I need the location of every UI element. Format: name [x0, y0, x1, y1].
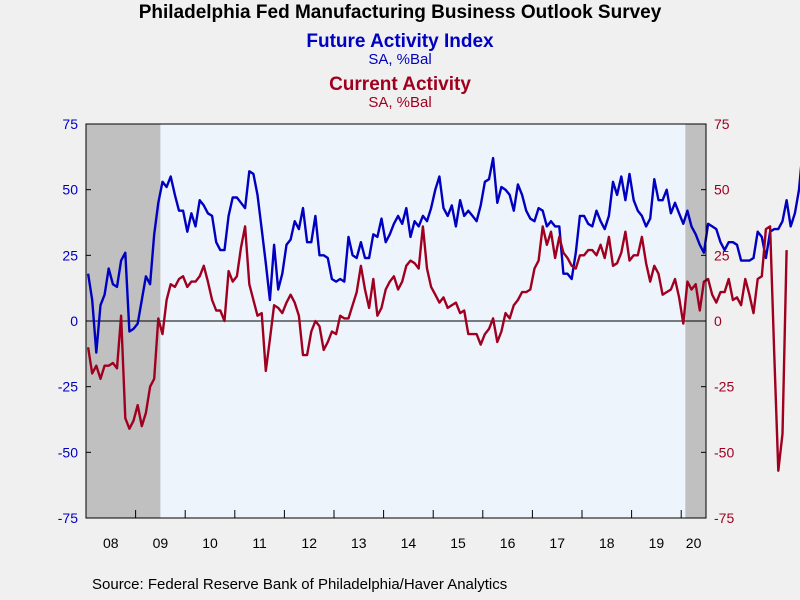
- y-tick-label-right: 0: [714, 313, 722, 329]
- future-series-unit: SA, %Bal: [368, 51, 432, 68]
- y-tick-label-left: 50: [62, 182, 78, 198]
- y-tick-label-left: -50: [58, 444, 78, 460]
- y-tick-label-right: -50: [714, 444, 734, 460]
- y-tick-label-left: 25: [62, 247, 78, 263]
- x-tick-label: 09: [153, 535, 169, 551]
- x-tick-label: 18: [599, 535, 615, 551]
- x-tick-label: 08: [103, 535, 119, 551]
- y-tick-label-right: -25: [714, 379, 734, 395]
- series-lines: [86, 156, 800, 472]
- future-series-title: Future Activity Index: [306, 31, 494, 52]
- current-series-title: Current Activity: [329, 74, 471, 95]
- x-tick-label: 12: [301, 535, 317, 551]
- y-tick-label-right: 50: [714, 182, 730, 198]
- y-tick-label-left: 0: [70, 313, 78, 329]
- axes: 75 75 50 50 25 25 0 0 -25 -25 -50 -50 -75 -75 08 09 10 11…: [58, 116, 735, 551]
- x-tick-label: 10: [202, 535, 218, 551]
- x-tick-label: 11: [252, 535, 267, 551]
- x-tick-label: 15: [450, 535, 466, 551]
- y-tick-label-left: -25: [58, 379, 78, 395]
- y-tick-label-right: 75: [714, 116, 730, 132]
- x-tick-label: 20: [686, 535, 702, 551]
- chart-title: Philadelphia Fed Manufacturing Business …: [138, 2, 662, 23]
- y-tick-label-left: 75: [62, 116, 78, 132]
- x-tick-label: 14: [401, 535, 417, 551]
- current-activity-line: [86, 225, 788, 472]
- y-tick-label-right: -75: [714, 510, 734, 526]
- source-note: Source: Federal Reserve Bank of Philadel…: [92, 576, 508, 593]
- x-tick-label: 13: [351, 535, 367, 551]
- y-tick-label-left: -75: [58, 510, 78, 526]
- y-tick-label-right: 25: [714, 247, 730, 263]
- x-tick-label: 16: [500, 535, 516, 551]
- x-tick-label: 17: [549, 535, 565, 551]
- current-series-unit: SA, %Bal: [368, 94, 432, 111]
- x-tick-label: 19: [649, 535, 665, 551]
- future-activity-line: [86, 156, 800, 354]
